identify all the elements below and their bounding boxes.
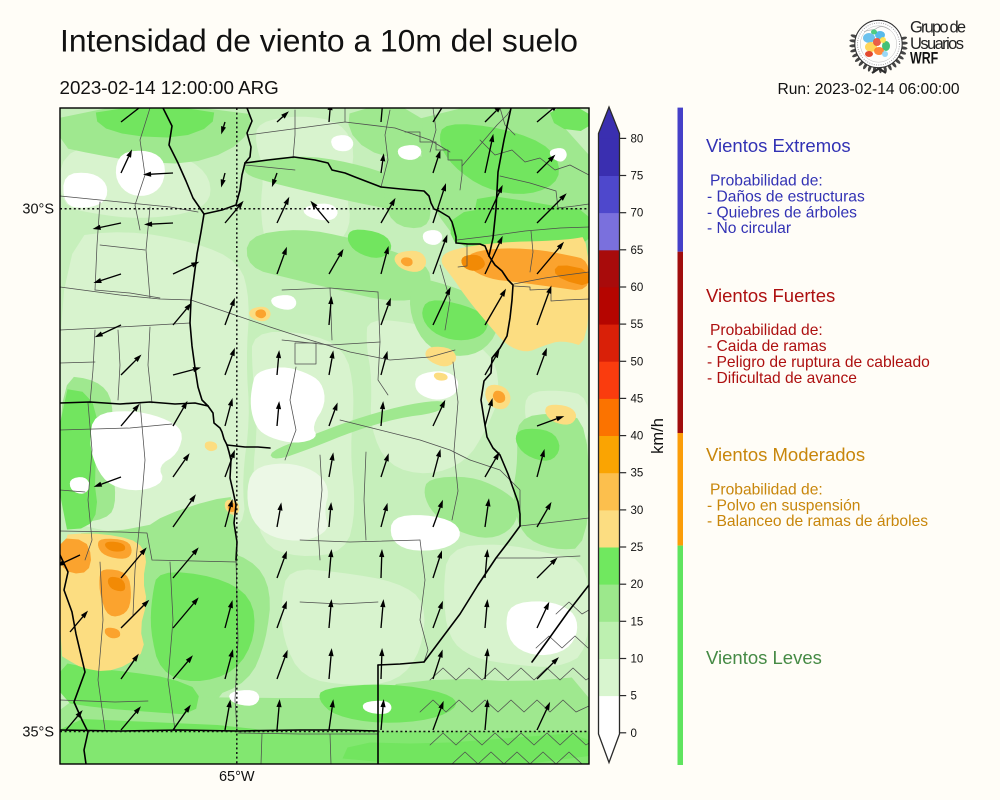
svg-text:0: 0 (631, 728, 637, 740)
svg-text:- Balanceo de ramas de árboles: - Balanceo de ramas de árboles (707, 513, 928, 530)
svg-text:30°S: 30°S (22, 202, 54, 218)
svg-text:45: 45 (631, 393, 644, 405)
svg-text:10: 10 (631, 654, 644, 666)
svg-text:Vientos Leves: Vientos Leves (706, 647, 822, 668)
svg-text:35: 35 (631, 468, 644, 480)
svg-text:Intensidad de viento a 10m del: Intensidad de viento a 10m del suelo (60, 23, 578, 59)
svg-text:Probabilidad de:: Probabilidad de: (710, 322, 823, 339)
svg-text:WRF: WRF (910, 50, 938, 68)
svg-text:65°W: 65°W (219, 769, 255, 785)
svg-text:Vientos Fuertes: Vientos Fuertes (706, 285, 835, 306)
svg-text:15: 15 (631, 616, 644, 628)
svg-text:Probabilidad de:: Probabilidad de: (710, 481, 823, 498)
svg-text:75: 75 (631, 171, 644, 183)
svg-text:25: 25 (631, 542, 644, 554)
svg-text:Usuarios: Usuarios (910, 35, 964, 53)
svg-text:50: 50 (631, 356, 644, 368)
svg-text:80: 80 (631, 133, 644, 145)
svg-text:65: 65 (631, 245, 644, 257)
svg-text:- Polvo en suspensión: - Polvo en suspensión (707, 497, 860, 514)
svg-text:- Quiebres de árboles: - Quiebres de árboles (707, 204, 857, 221)
svg-text:km/h: km/h (649, 418, 667, 454)
svg-text:55: 55 (631, 319, 644, 331)
svg-text:- Caida de ramas: - Caida de ramas (707, 338, 827, 355)
svg-text:- Peligro de ruptura de cablea: - Peligro de ruptura de cableado (707, 354, 930, 371)
svg-text:Vientos Extremos: Vientos Extremos (706, 135, 851, 156)
svg-text:Run: 2023-02-14 06:00:00: Run: 2023-02-14 06:00:00 (778, 81, 960, 98)
svg-text:60: 60 (631, 282, 644, 294)
svg-text:35°S: 35°S (22, 725, 54, 741)
svg-text:2023-02-14 12:00:00 ARG: 2023-02-14 12:00:00 ARG (60, 77, 279, 98)
svg-text:30: 30 (631, 505, 644, 517)
svg-text:Vientos Moderados: Vientos Moderados (706, 444, 865, 465)
svg-text:40: 40 (631, 431, 644, 443)
svg-text:- Daños de estructuras: - Daños de estructuras (707, 188, 865, 205)
svg-text:- Dificultad de avance: - Dificultad de avance (707, 370, 857, 387)
svg-text:Grupo de: Grupo de (910, 19, 966, 37)
svg-text:5: 5 (631, 691, 637, 703)
svg-text:70: 70 (631, 208, 644, 220)
svg-text:20: 20 (631, 579, 644, 591)
svg-text:- No circular: - No circular (707, 220, 791, 237)
svg-text:Probabilidad de:: Probabilidad de: (710, 173, 823, 190)
